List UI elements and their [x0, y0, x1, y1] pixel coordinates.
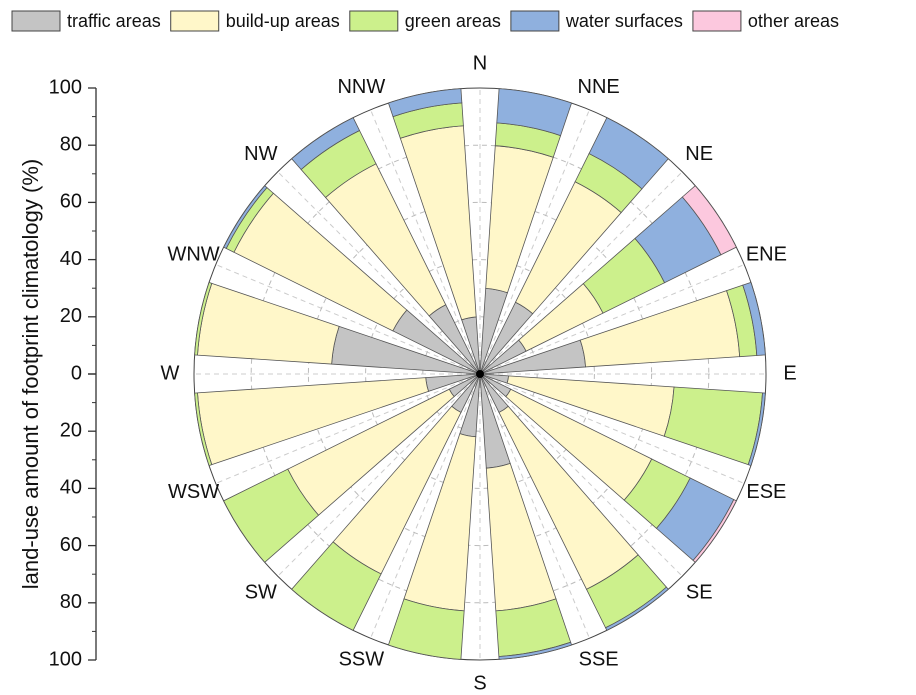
- y-tick-label: 60: [60, 534, 82, 556]
- legend-label: build-up areas: [226, 11, 340, 31]
- wedge-segment: [692, 499, 737, 563]
- spoke: [479, 373, 683, 577]
- direction-label: WNW: [167, 244, 219, 266]
- y-axis-label: land-use amount of footprint climatology…: [18, 159, 43, 589]
- y-tick-label: 40: [60, 477, 82, 499]
- direction-label: ESE: [746, 481, 786, 503]
- wedge-segment: [496, 88, 573, 137]
- legend-swatch: [510, 10, 560, 32]
- wedge-segment: [681, 185, 737, 256]
- direction-label: WSW: [168, 481, 219, 503]
- direction-label: SE: [686, 581, 713, 603]
- legend-label: other areas: [748, 11, 839, 31]
- y-tick-label: 100: [49, 76, 82, 98]
- wedge-segment: [498, 641, 573, 660]
- spoke: [479, 373, 745, 484]
- wedge-segment: [223, 468, 320, 563]
- wedge-segment: [742, 281, 766, 356]
- spoke: [479, 264, 745, 375]
- spoke: [479, 171, 683, 375]
- y-tick-label: 20: [60, 305, 82, 327]
- grid-circle: [307, 201, 653, 547]
- grid-circle: [250, 144, 710, 604]
- legend-swatch: [349, 10, 399, 32]
- spoke: [370, 109, 481, 375]
- spoke: [215, 373, 481, 484]
- spoke: [479, 109, 590, 375]
- spoke: [277, 171, 481, 375]
- spoke: [370, 373, 481, 639]
- legend-label: green areas: [405, 11, 501, 31]
- direction-label: SSW: [339, 649, 385, 671]
- legend-swatch: [170, 10, 220, 32]
- direction-label: SW: [245, 581, 277, 603]
- wedge-segment: [588, 117, 669, 190]
- y-tick-label: 40: [60, 248, 82, 270]
- wedge-segment: [387, 88, 463, 118]
- grid-circle: [422, 316, 538, 432]
- direction-label: W: [161, 362, 180, 384]
- direction-label: ENE: [746, 244, 787, 266]
- y-tick-label: 80: [60, 591, 82, 613]
- spoke: [215, 264, 481, 375]
- y-tick-label: 20: [60, 419, 82, 441]
- wedge-segment: [387, 598, 465, 660]
- legend-swatch: [11, 10, 61, 32]
- wedge-segment: [194, 392, 213, 467]
- wedge-segment: [223, 185, 268, 249]
- wedge-segment: [291, 541, 382, 631]
- center-dot: [476, 370, 484, 378]
- direction-label: E: [783, 362, 796, 384]
- wedge-segment: [291, 117, 361, 171]
- direction-label: NNW: [337, 76, 385, 98]
- y-tick-label: 100: [49, 648, 82, 670]
- legend-swatch: [692, 10, 742, 32]
- y-tick-label: 80: [60, 133, 82, 155]
- spoke: [277, 373, 481, 577]
- direction-label: S: [473, 672, 486, 694]
- direction-label: NW: [244, 143, 277, 165]
- y-tick-label: 0: [71, 362, 82, 384]
- spoke: [479, 373, 590, 639]
- wedge-segment: [194, 281, 213, 356]
- direction-label: NE: [685, 143, 713, 165]
- wedge-segment: [605, 586, 669, 631]
- legend-label: traffic areas: [67, 11, 161, 31]
- y-tick-label: 60: [60, 191, 82, 213]
- wedge-segment: [747, 392, 766, 467]
- direction-label: N: [473, 52, 487, 74]
- direction-label: SSE: [579, 649, 619, 671]
- grid-circle: [365, 259, 595, 489]
- direction-label: NNE: [578, 76, 620, 98]
- legend-label: water surfaces: [565, 11, 683, 31]
